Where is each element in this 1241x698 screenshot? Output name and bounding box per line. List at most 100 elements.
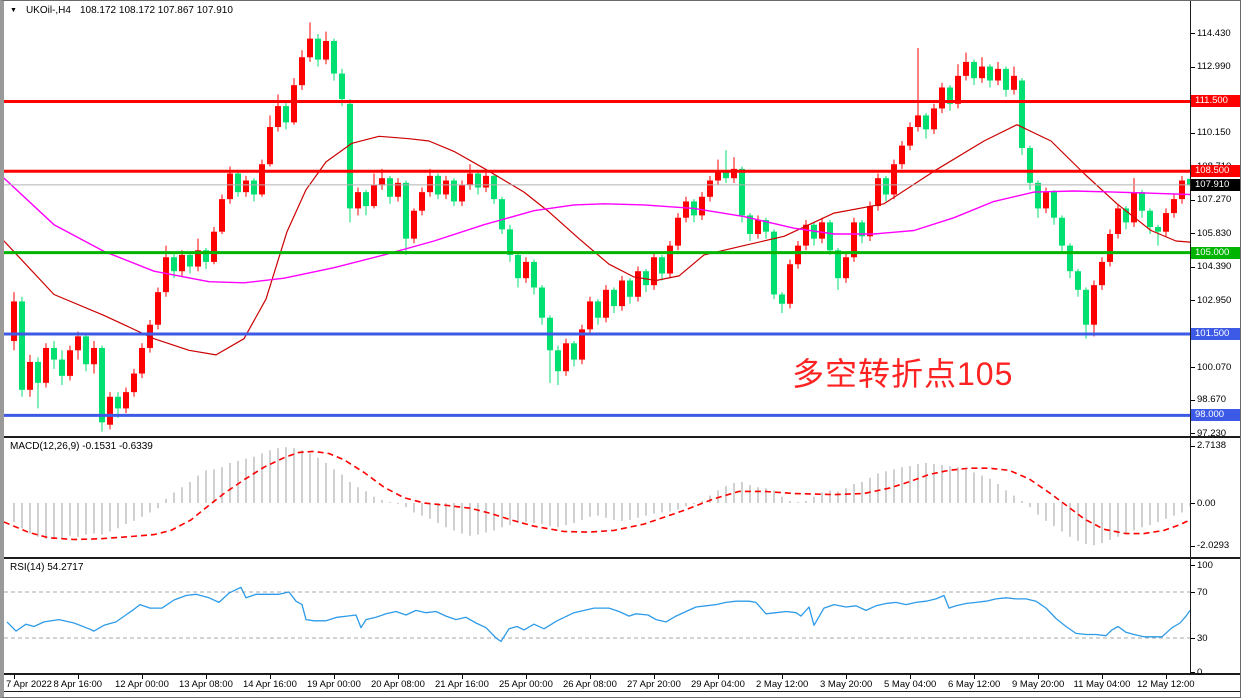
candle-body[interactable] [467,173,473,186]
candle-body[interactable] [651,257,657,286]
candle-body[interactable] [107,396,113,425]
candle-body[interactable] [683,201,689,218]
candle-body[interactable] [139,347,145,374]
candle-body[interactable] [1171,199,1177,214]
candle-body[interactable] [827,222,833,251]
candle-body[interactable] [915,115,921,128]
candle-body[interactable] [771,231,777,295]
candle-body[interactable] [779,294,785,304]
candle-body[interactable] [83,336,89,365]
candle-body[interactable] [1107,234,1113,262]
candle-body[interactable] [1139,192,1145,211]
candle-body[interactable] [531,261,537,288]
candle-body[interactable] [1067,245,1073,272]
candle-body[interactable] [627,280,633,297]
candle-body[interactable] [731,168,737,179]
annotation-text[interactable]: 多空转折点105 [792,356,1014,392]
candle-body[interactable] [443,180,449,195]
candle-body[interactable] [523,261,529,279]
candle-body[interactable] [483,175,489,188]
candle-body[interactable] [995,68,1001,81]
candle-body[interactable] [619,280,625,307]
candle-body[interactable] [1163,213,1169,232]
symbol-collapse-icon[interactable]: ▼ [10,6,17,14]
candle-body[interactable] [1131,192,1137,223]
candle-body[interactable] [843,257,849,279]
candle-body[interactable] [259,164,265,195]
candle-body[interactable] [555,350,561,372]
candle-body[interactable] [99,347,105,423]
candle-body[interactable] [723,171,729,179]
candle-body[interactable] [883,178,889,195]
candle-body[interactable] [947,87,953,104]
candle-body[interactable] [11,301,17,341]
candle-body[interactable] [75,336,81,351]
candle-body[interactable] [491,175,497,200]
candle-body[interactable] [819,222,825,239]
candle-body[interactable] [963,61,969,76]
candle-body[interactable] [835,250,841,279]
candle-body[interactable] [931,108,937,130]
candle-body[interactable] [1051,192,1057,218]
candle-body[interactable] [587,301,593,330]
candle-body[interactable] [667,245,673,274]
candle-body[interactable] [971,61,977,79]
candle-body[interactable] [307,38,313,58]
candle-body[interactable] [27,361,33,390]
candle-body[interactable] [611,289,617,307]
pane-separator[interactable] [4,436,1240,438]
candle-body[interactable] [1091,285,1097,325]
candle-body[interactable] [379,178,385,186]
candle-body[interactable] [739,168,745,216]
candle-body[interactable] [875,178,881,207]
candle-body[interactable] [475,173,481,188]
candle-body[interactable] [395,182,401,197]
candle-body[interactable] [387,178,393,197]
candle-body[interactable] [227,173,233,200]
main-chart-canvas[interactable] [4,1,1190,436]
candle-body[interactable] [923,115,929,130]
candle-body[interactable] [339,73,345,100]
rsi-pane-canvas[interactable] [4,559,1190,673]
candle-body[interactable] [1147,210,1153,228]
candle-body[interactable] [355,192,361,209]
candle-body[interactable] [507,229,513,255]
candle-body[interactable] [899,145,905,165]
candle-body[interactable] [155,292,161,325]
candle-body[interactable] [427,175,433,193]
candle-body[interactable] [419,192,425,211]
candle-body[interactable] [323,40,329,60]
candle-body[interactable] [43,347,49,383]
candle-body[interactable] [907,127,913,146]
candle-body[interactable] [59,359,65,376]
candle-body[interactable] [699,196,705,216]
candle-body[interactable] [635,271,641,297]
candle-body[interactable] [1043,192,1049,209]
candle-body[interactable] [459,185,465,202]
candle-body[interactable] [1059,217,1065,246]
candle-body[interactable] [163,257,169,293]
candle-body[interactable] [1083,289,1089,325]
candle-body[interactable] [251,180,257,195]
candle-body[interactable] [747,215,753,234]
candle-body[interactable] [371,185,377,207]
candle-body[interactable] [1187,178,1190,185]
candle-body[interactable] [211,231,217,262]
candle-body[interactable] [275,106,281,128]
candle-body[interactable] [331,40,337,74]
candle-body[interactable] [1027,147,1033,183]
candle-body[interactable] [859,222,865,237]
candle-body[interactable] [283,106,289,123]
candle-body[interactable] [515,254,521,279]
candle-body[interactable] [243,180,249,193]
candle-body[interactable] [299,57,305,86]
candle-body[interactable] [1011,75,1017,90]
candle-body[interactable] [179,254,185,272]
candle-body[interactable] [171,257,177,272]
candle-body[interactable] [291,85,297,123]
candle-body[interactable] [203,250,209,262]
candle-body[interactable] [1115,208,1121,234]
candle-body[interactable] [675,217,681,246]
macd-pane-canvas[interactable] [4,438,1190,557]
candle-body[interactable] [91,347,97,365]
